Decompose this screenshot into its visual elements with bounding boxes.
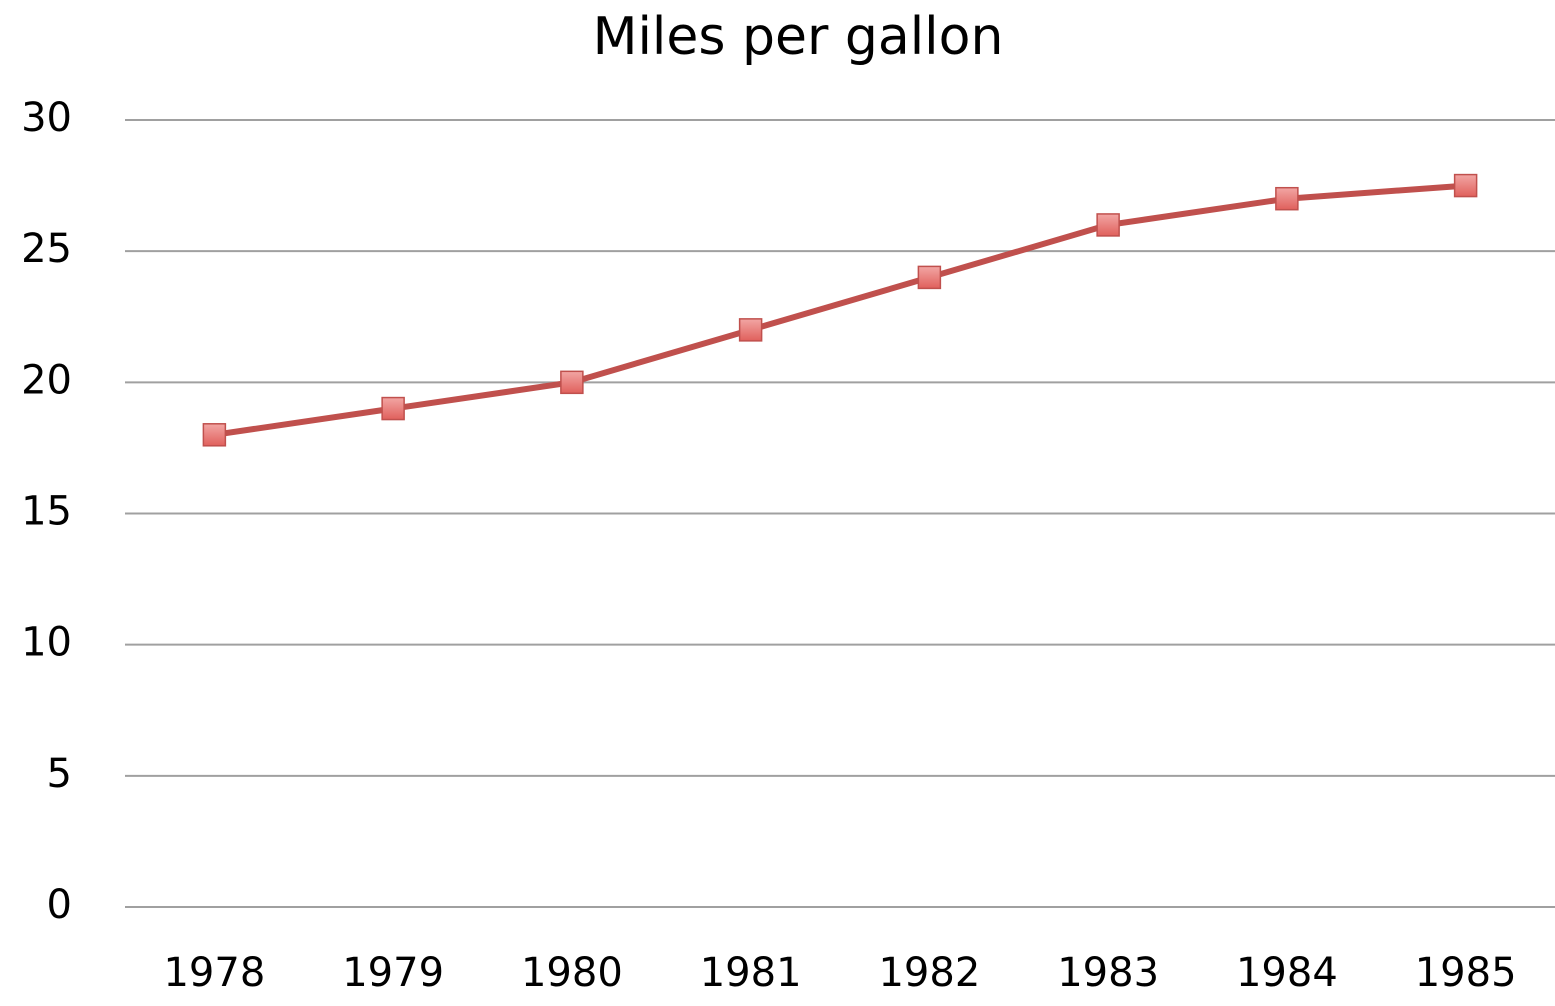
marker <box>1096 213 1120 237</box>
x-tick-label: 1979 <box>342 950 444 996</box>
marker <box>202 423 227 447</box>
y-tick-label: 10 <box>21 620 72 666</box>
x-tick-label: 1982 <box>878 950 980 996</box>
marker <box>560 370 584 395</box>
marker <box>1275 186 1299 211</box>
y-tick-label: 30 <box>21 95 72 141</box>
y-tick-label: 20 <box>21 357 72 403</box>
y-tick-label: 25 <box>21 226 72 272</box>
marker <box>917 265 942 290</box>
marker <box>1453 173 1478 198</box>
y-tick-label: 0 <box>47 882 72 928</box>
marker <box>381 396 405 421</box>
y-tick-label: 15 <box>21 489 72 535</box>
x-tick-label: 1980 <box>521 950 623 996</box>
chart-title: Miles per gallon <box>593 7 1004 67</box>
x-tick-label: 1978 <box>163 950 265 996</box>
x-tick-label: 1985 <box>1415 950 1517 996</box>
marker <box>738 318 763 342</box>
x-tick-label: 1983 <box>1057 950 1159 996</box>
series-line <box>213 182 1466 438</box>
y-tick-label: 5 <box>47 751 72 797</box>
x-tick-label: 1984 <box>1236 950 1338 996</box>
x-tick-label: 1981 <box>700 950 802 996</box>
